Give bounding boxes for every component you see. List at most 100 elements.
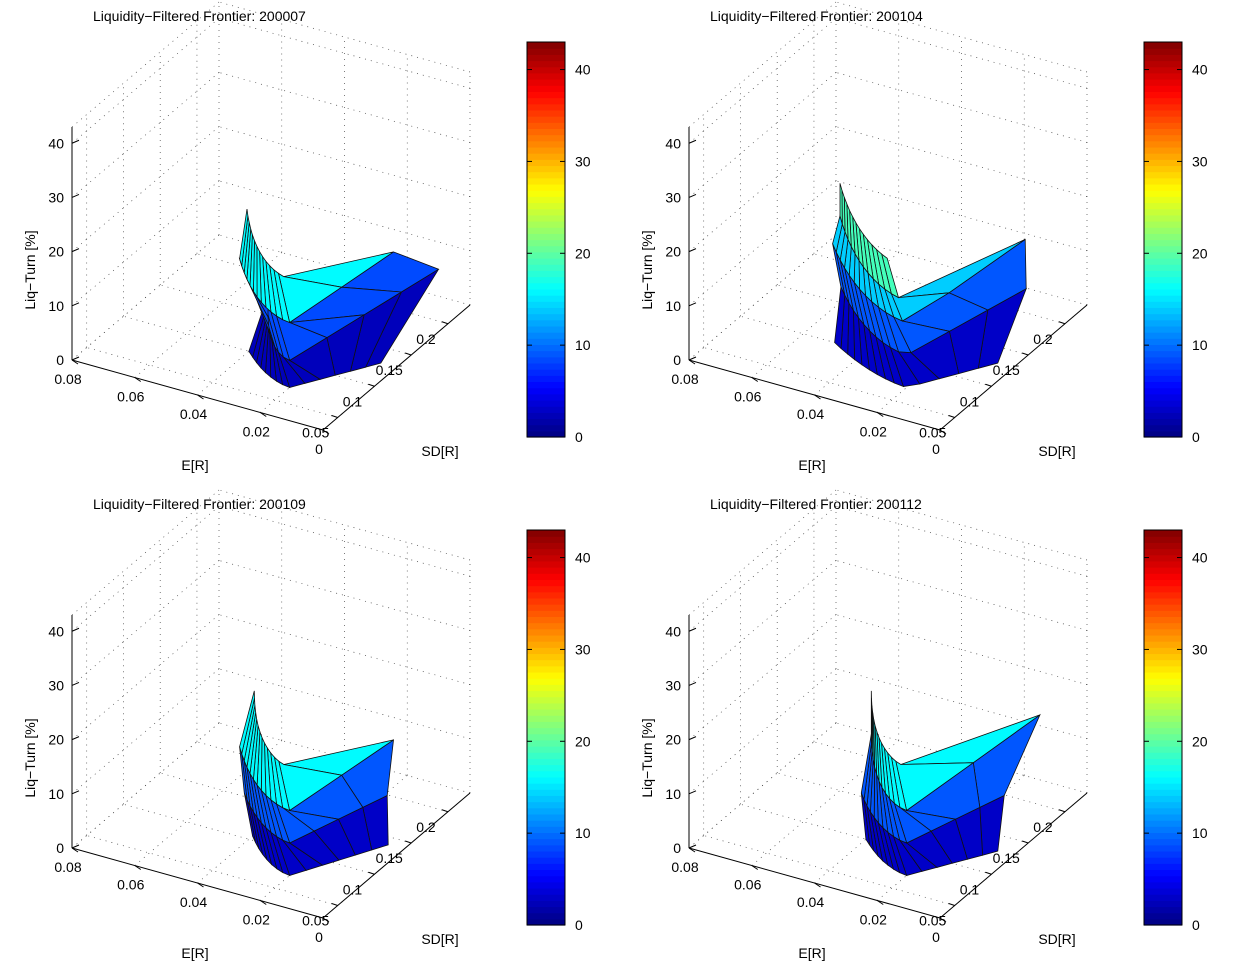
colorbar-swatch [1144, 560, 1182, 568]
colorbar-swatch [527, 276, 565, 284]
colorbar-swatch [1144, 764, 1182, 772]
colorbar-swatch [1144, 820, 1182, 827]
er-tick [751, 377, 759, 382]
colorbar-swatch [527, 220, 565, 228]
z-axis-label: Liq−Turn [%] [639, 718, 655, 797]
colorbar-swatch [527, 128, 565, 136]
grid-line [71, 72, 220, 198]
colorbar-swatch [1144, 585, 1182, 593]
sd-tick [1022, 840, 1029, 844]
colorbar-swatch [1144, 795, 1182, 803]
colorbar-tick-label: 20 [575, 245, 591, 261]
colorbar-swatch [527, 776, 565, 784]
colorbar-swatch [1144, 665, 1182, 673]
colorbar-swatch [527, 653, 565, 661]
colorbar-swatch [1144, 789, 1182, 796]
colorbar-frame [1143, 529, 1183, 926]
colorbar-swatch [1144, 381, 1182, 389]
colorbar-tick-label: 20 [1192, 245, 1208, 261]
z-tick-label: 20 [665, 732, 681, 748]
sd-axis-label: SD[R] [1038, 443, 1075, 459]
colorbar-swatch [527, 270, 565, 278]
colorbar-swatch [527, 554, 565, 562]
colorbar-swatch [1144, 542, 1182, 550]
colorbar-swatch [527, 239, 565, 247]
er-tick-label: 0.08 [54, 859, 81, 875]
colorbar-swatch [1144, 48, 1182, 55]
z-tick-label: 0 [673, 840, 681, 856]
z-tick-label: 10 [48, 298, 64, 314]
z-tick [688, 736, 697, 741]
colorbar-swatch [527, 628, 565, 636]
colorbar-swatch [1144, 116, 1182, 123]
z-tick-label: 0 [56, 840, 64, 856]
colorbar-swatch [1144, 183, 1182, 191]
colorbar-swatch [527, 752, 565, 759]
er-tick [876, 412, 884, 417]
colorbar-swatch [527, 826, 565, 834]
colorbar-swatch [527, 233, 565, 241]
colorbar-swatch [1144, 165, 1182, 173]
colorbar-swatch [527, 48, 565, 55]
colorbar-swatch [1144, 369, 1182, 376]
er-tick-label: 0.06 [117, 877, 144, 893]
colorbar-swatch [527, 708, 565, 716]
sd-tick [331, 903, 338, 906]
surface-patch [239, 690, 255, 756]
colorbar-swatch [1144, 356, 1182, 364]
sd-axis-line [939, 304, 1088, 431]
colorbar-swatch [1144, 813, 1182, 821]
er-tick-label: 0.08 [671, 371, 698, 387]
er-tick [134, 377, 142, 382]
er-tick [134, 865, 142, 870]
colorbar-swatch [527, 79, 565, 86]
colorbar-swatch [1144, 276, 1182, 284]
grid-line [71, 489, 220, 616]
colorbar-swatch [527, 66, 565, 74]
colorbar-swatch [1144, 894, 1182, 901]
sd-tick-label: 0.15 [376, 850, 403, 866]
grid-line [688, 560, 837, 686]
colorbar-swatch [527, 690, 565, 698]
z-tick [688, 302, 697, 307]
colorbar-swatch [1144, 208, 1182, 216]
colorbar-frame [1143, 41, 1183, 438]
colorbar-swatch [527, 362, 565, 370]
colorbar-swatch [527, 912, 565, 920]
colorbar-swatch [527, 863, 565, 871]
colorbar-swatch [527, 616, 565, 624]
z-tick [71, 844, 80, 849]
colorbar-swatch [1144, 196, 1182, 204]
colorbar-swatch [1144, 702, 1182, 710]
colorbar-swatch [1144, 844, 1182, 852]
colorbar-swatch [527, 844, 565, 852]
grid-line [688, 505, 837, 632]
z-tick [688, 681, 697, 686]
colorbar-swatch [1144, 424, 1182, 432]
er-tick [322, 429, 330, 435]
sd-tick [948, 903, 955, 906]
colorbar-swatch [1144, 344, 1182, 352]
colorbar-swatch [527, 813, 565, 821]
colorbar-tick-label: 40 [1192, 62, 1208, 78]
colorbar-swatch [527, 338, 565, 346]
grid-line [688, 668, 837, 795]
sd-tick-label: 0.05 [919, 425, 946, 441]
colorbar-swatch [527, 190, 565, 197]
colorbar-swatch [1144, 758, 1182, 766]
colorbar-swatch [527, 684, 565, 692]
colorbar-tick-label: 40 [575, 550, 591, 566]
grid-line [688, 17, 837, 144]
colorbar-tick-label: 30 [575, 641, 591, 657]
z-tick-label: 20 [48, 732, 64, 748]
colorbar-swatch [527, 597, 565, 605]
z-tick [688, 790, 697, 795]
grid-line [134, 740, 282, 866]
colorbar-tick-label: 0 [575, 917, 583, 933]
colorbar-swatch [527, 548, 565, 556]
colorbar-swatch [1144, 128, 1182, 136]
sd-tick [405, 840, 412, 844]
colorbar-swatch [1144, 72, 1182, 80]
colorbar-swatch [527, 214, 565, 222]
colorbar-swatch [527, 146, 565, 154]
